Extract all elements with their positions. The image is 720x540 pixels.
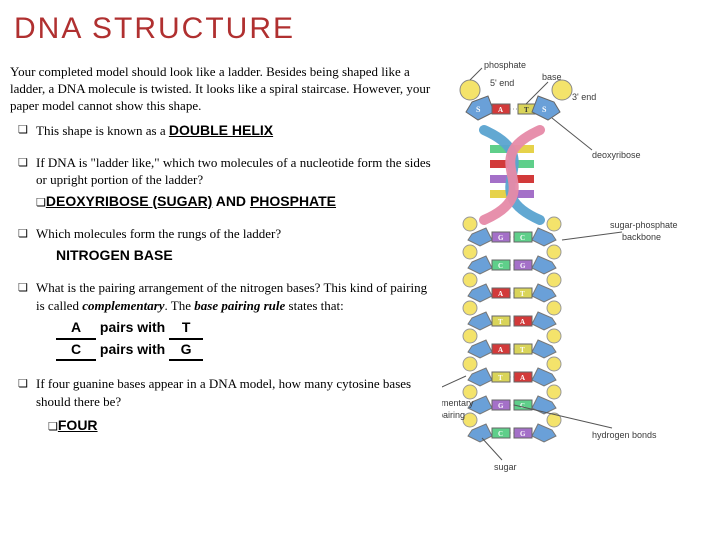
pair-mid: pairs with: [96, 341, 169, 357]
svg-text:T: T: [498, 318, 503, 326]
svg-text:hydrogen bonds: hydrogen bonds: [592, 430, 657, 440]
svg-text:sugar-phosphate: sugar-phosphate: [610, 220, 678, 230]
bullet-icon: ❏: [18, 279, 36, 361]
q5-answer: FOUR: [58, 417, 98, 433]
svg-text:sugar: sugar: [494, 462, 517, 472]
pair1-left: A: [56, 318, 96, 340]
svg-text:5' end: 5' end: [490, 78, 514, 88]
q2-answer-mid: AND: [212, 193, 250, 209]
svg-text:T: T: [520, 346, 525, 354]
page-title: DNA STRUCTURE: [14, 12, 295, 46]
svg-text:T: T: [498, 374, 503, 382]
question-5: ❏ If four guanine bases appear in a DNA …: [18, 375, 438, 435]
svg-text:A: A: [498, 346, 503, 354]
bullet-icon: ❏: [18, 121, 36, 140]
dna-diagram: S A T Sphosphate 5' end 3' end base deoxyribose…: [442, 60, 712, 510]
svg-text:A: A: [520, 318, 525, 326]
svg-text:G: G: [498, 402, 504, 410]
question-1: ❏ This shape is known as a DOUBLE HELIX: [18, 121, 438, 140]
q1-prompt: This shape is known as a: [36, 123, 169, 138]
question-2: ❏ If DNA is "ladder like," which two mol…: [18, 154, 438, 211]
svg-text:A: A: [498, 106, 503, 114]
bullet-icon: ❏: [18, 375, 36, 435]
pair-mid: pairs with: [96, 319, 169, 335]
svg-text:backbone: backbone: [622, 232, 661, 242]
svg-text:base pairing: base pairing: [442, 410, 465, 420]
svg-text:T: T: [524, 106, 529, 114]
svg-text:G: G: [520, 262, 526, 270]
intro-text: Your completed model should look like a …: [10, 64, 436, 115]
svg-text:A: A: [498, 290, 503, 298]
svg-text:S: S: [476, 105, 481, 114]
q4-em2: base pairing rule: [194, 298, 285, 313]
svg-text:G: G: [520, 430, 526, 438]
q4-em: complementary: [82, 298, 164, 313]
q2-answer-b: PHOSPHATE: [250, 193, 336, 209]
q4-prompt-b: . The: [165, 298, 195, 313]
q3-prompt: Which molecules form the rungs of the la…: [36, 226, 281, 241]
question-3: ❏ Which molecules form the rungs of the …: [18, 225, 438, 265]
svg-text:deoxyribose: deoxyribose: [592, 150, 641, 160]
svg-text:base: base: [542, 72, 562, 82]
question-4: ❏ What is the pairing arrangement of the…: [18, 279, 438, 361]
svg-text:G: G: [498, 234, 504, 242]
svg-text:S: S: [542, 105, 547, 114]
q4-prompt-c: states that:: [285, 298, 344, 313]
bullet-icon: ❏: [18, 225, 36, 265]
bullet-icon: ❏: [18, 154, 36, 211]
q5-prompt: If four guanine bases appear in a DNA mo…: [36, 376, 411, 409]
svg-text:A: A: [520, 374, 525, 382]
svg-text:C: C: [498, 430, 503, 438]
content-area: Your completed model should look like a …: [8, 64, 438, 435]
q1-answer: DOUBLE HELIX: [169, 122, 273, 138]
svg-text:phosphate: phosphate: [484, 60, 526, 70]
svg-text:C: C: [520, 234, 525, 242]
svg-text:3' end: 3' end: [572, 92, 596, 102]
svg-text:complementary: complementary: [442, 398, 474, 408]
svg-text:T: T: [520, 290, 525, 298]
svg-text:C: C: [498, 262, 503, 270]
pair2-right: G: [169, 340, 203, 362]
q2-answer-a: DEOXYRIBOSE (SUGAR): [46, 193, 212, 209]
svg-text:C: C: [520, 402, 525, 410]
pair1-right: T: [169, 318, 203, 340]
q2-prompt: If DNA is "ladder like," which two molec…: [36, 155, 431, 188]
q3-answer: NITROGEN BASE: [56, 246, 438, 265]
pair2-left: C: [56, 340, 96, 362]
